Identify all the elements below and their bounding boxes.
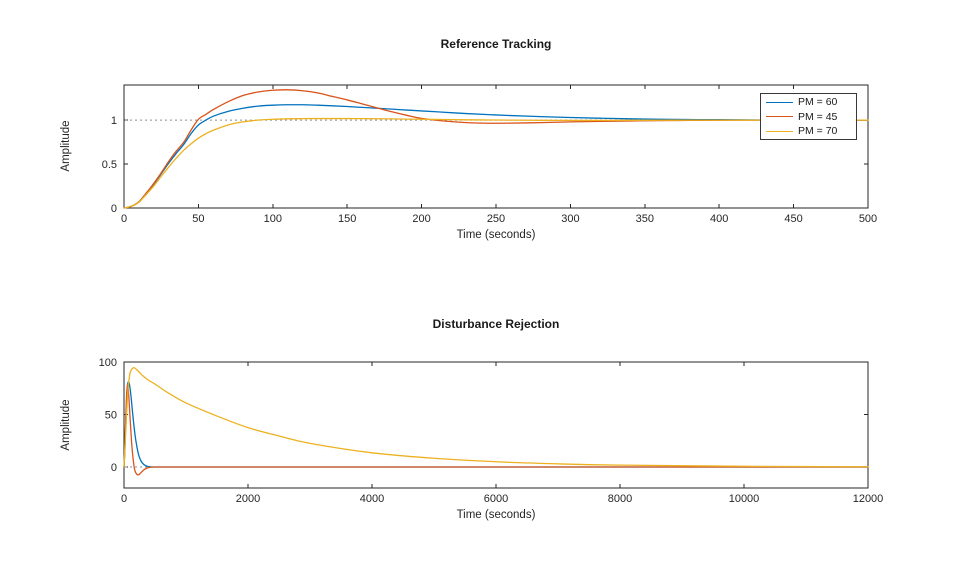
plot-box [123, 361, 869, 489]
series-line-pm-60 [123, 381, 869, 468]
legend-entry-label: PM = 45 [798, 110, 838, 123]
x-tick-label: 150 [338, 213, 356, 225]
x-tick-label: 200 [412, 213, 430, 225]
legend-entry-label: PM = 60 [798, 96, 838, 108]
x-tick-label: 0 [121, 493, 127, 505]
legend-line-sample [766, 101, 793, 103]
plot-box [123, 84, 869, 209]
legend: PM = 60 PM = 45 PM = 70 [760, 93, 857, 140]
chart1-y-axis-label: Amplitude [60, 120, 72, 172]
series-line-pm-45 [123, 89, 869, 209]
y-tick-label: 0 [111, 203, 117, 215]
x-tick-label: 8000 [608, 493, 632, 505]
x-tick-label: 12000 [853, 493, 884, 505]
x-tick-label: 250 [487, 213, 505, 225]
legend-entry: PM = 45 [761, 110, 856, 123]
chart2-title: Disturbance Rejection [432, 317, 560, 331]
y-tick-label: 0 [111, 462, 117, 474]
x-tick-label: 4000 [360, 493, 384, 505]
x-tick-label: 100 [264, 213, 282, 225]
chart1-x-axis-label: Time (seconds) [456, 229, 536, 241]
series-line-pm-45 [123, 384, 869, 476]
legend-entry: PM = 70 [761, 125, 856, 138]
chart2-x-axis-label: Time (seconds) [456, 509, 536, 521]
chart2-axes [123, 361, 869, 489]
legend-line-sample [766, 130, 793, 132]
chart2-y-axis-label: Amplitude [60, 399, 72, 451]
chart1-series [123, 89, 869, 209]
series-line-pm-70 [123, 117, 869, 209]
x-tick-label: 2000 [236, 493, 260, 505]
x-tick-label: 6000 [484, 493, 508, 505]
x-tick-label: 50 [192, 213, 204, 225]
legend-entry-label: PM = 70 [798, 125, 838, 137]
x-tick-label: 350 [636, 213, 654, 225]
legend-line-sample [766, 116, 793, 117]
chart1-axes [123, 84, 869, 209]
chart2-tick-labels: 0 2000 4000 6000 8000 10000 12000 0 50 100 [99, 357, 884, 505]
chart2-series [123, 366, 869, 476]
y-tick-label: 1 [111, 115, 117, 127]
x-tick-label: 0 [121, 213, 127, 225]
y-tick-label: 100 [99, 357, 117, 369]
x-tick-label: 450 [784, 213, 802, 225]
series-line-pm-60 [123, 104, 869, 209]
legend-entry: PM = 60 [761, 96, 856, 109]
x-tick-label: 10000 [729, 493, 760, 505]
x-tick-label: 400 [710, 213, 728, 225]
y-tick-label: 0.5 [102, 159, 117, 171]
x-tick-label: 500 [859, 213, 877, 225]
chart1-tick-labels: 0 50 100 150 200 250 300 350 400 450 500 0 0.5 1 [102, 115, 877, 225]
series-line-pm-70 [123, 366, 869, 468]
chart1-title: Reference Tracking [440, 37, 552, 51]
y-tick-label: 50 [105, 410, 117, 422]
x-tick-label: 300 [561, 213, 579, 225]
